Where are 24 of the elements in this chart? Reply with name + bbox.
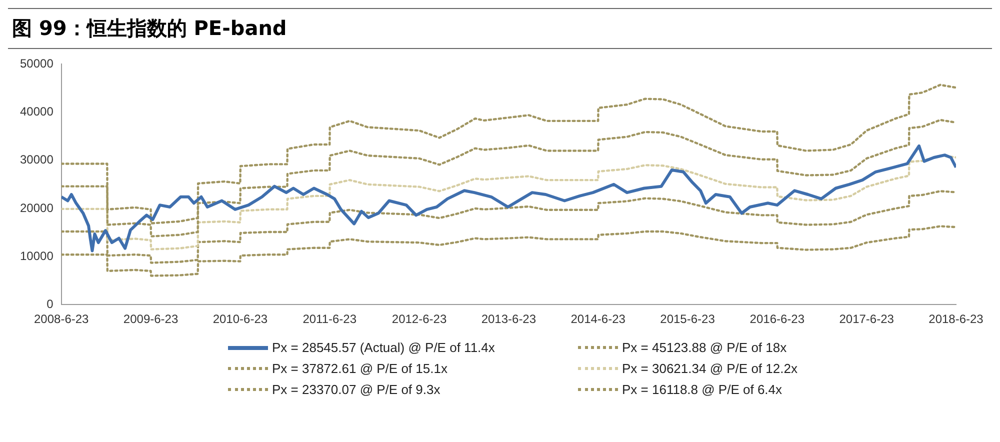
y-tick-label: 50000	[20, 56, 54, 71]
x-tick-label: 2009-6-23	[123, 312, 178, 326]
x-tick-label: 2013-6-23	[481, 312, 536, 326]
x-tick-label: 2012-6-23	[392, 312, 447, 326]
x-tick-label: 2008-6-23	[34, 312, 90, 326]
x-tick-label: 2014-6-23	[570, 312, 626, 326]
chart-title: 图 99：恒生指数的 PE-band	[8, 8, 992, 49]
legend-label: Px = 37872.61 @ P/E of 15.1x	[272, 361, 448, 376]
y-tick-label: 20000	[20, 200, 54, 215]
legend-label: Px = 30621.34 @ P/E of 12.2x	[622, 361, 798, 376]
legend-label: Px = 16118.8 @ P/E of 6.4x	[622, 382, 782, 397]
x-tick-label: 2010-6-23	[212, 312, 268, 326]
x-tick-label: 2018-6-23	[928, 312, 984, 326]
legend-label: Px = 45123.88 @ P/E of 18x	[622, 340, 787, 355]
y-tick-label: 40000	[20, 104, 54, 119]
x-tick-label: 2016-6-23	[750, 312, 805, 326]
legend-label: Px = 28545.57 (Actual) @ P/E of 11.4x	[272, 340, 495, 355]
x-tick-label: 2015-6-23	[660, 312, 716, 326]
x-tick-label: 2017-6-23	[839, 312, 894, 326]
y-tick-label: 10000	[20, 248, 54, 263]
legend-label: Px = 23370.07 @ P/E of 9.3x	[272, 382, 440, 397]
x-tick-label: 2011-6-23	[302, 312, 357, 326]
y-tick-label: 30000	[20, 152, 54, 167]
y-tick-label: 0	[46, 296, 54, 311]
